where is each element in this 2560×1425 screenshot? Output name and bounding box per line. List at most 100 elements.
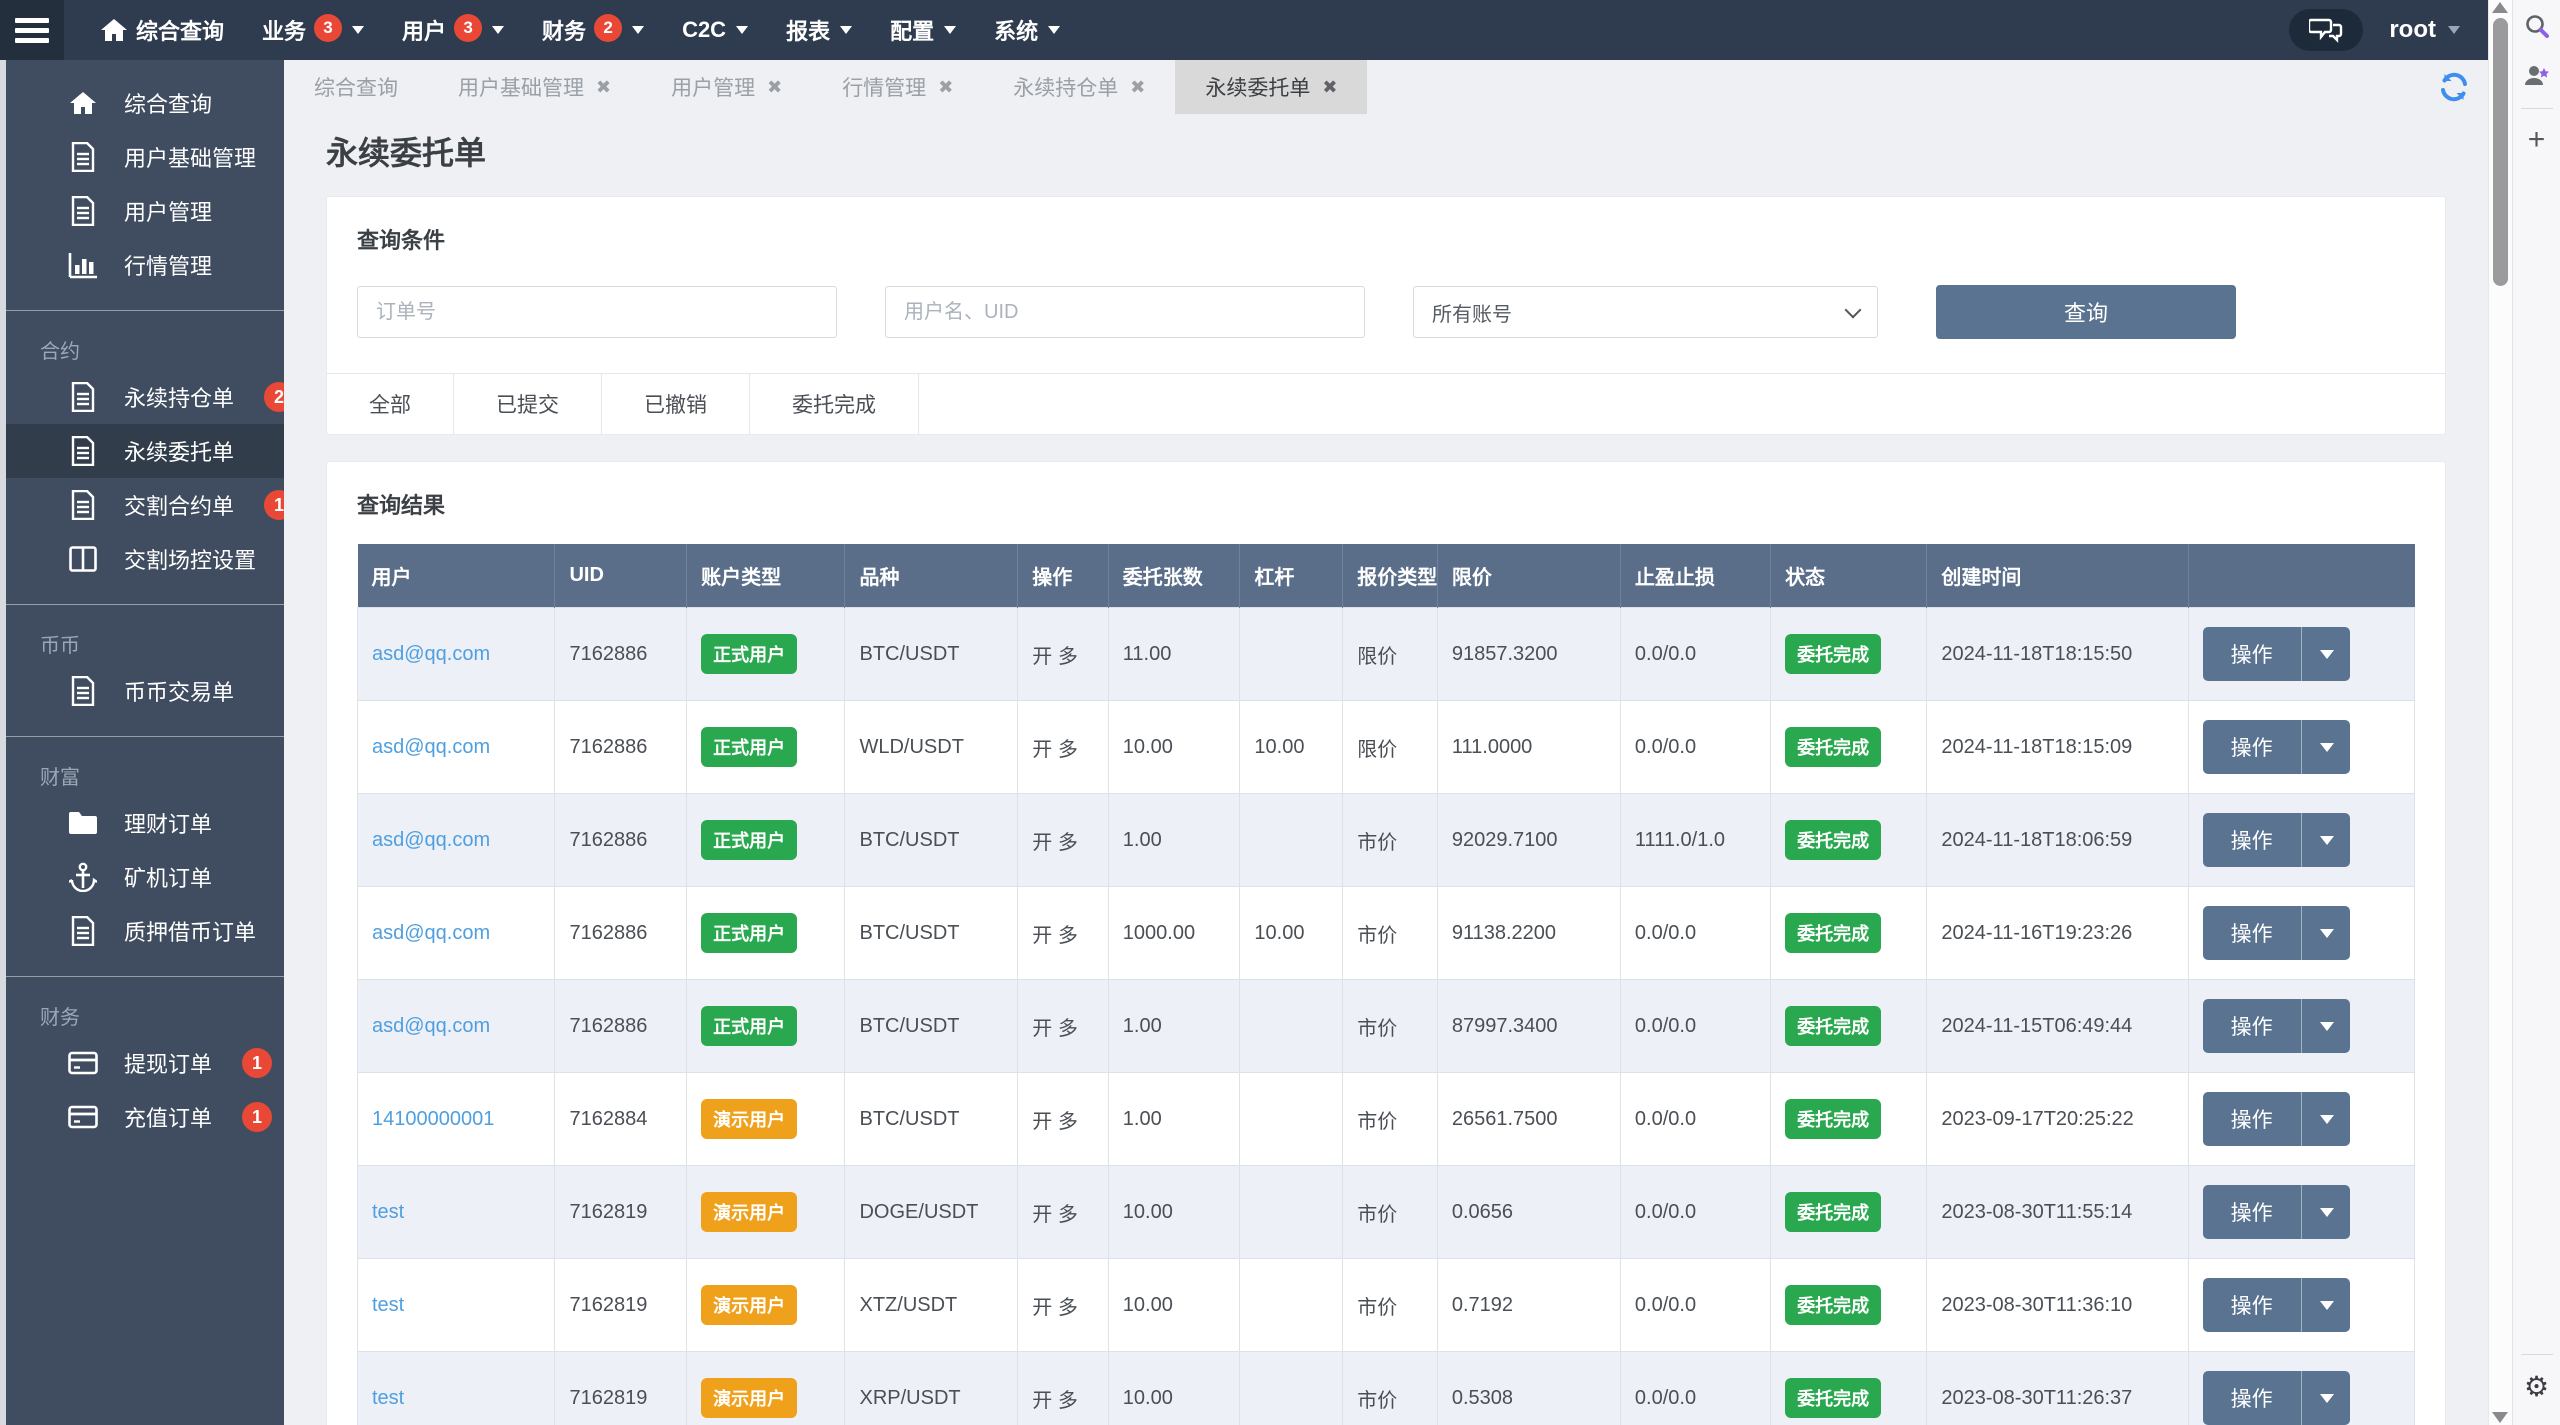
user-link[interactable]: asd@qq.com bbox=[372, 642, 491, 665]
top-navbar: 综合查询 业务 3 用户 3 财务 2 C2C 报表 配置 系统 root bbox=[0, 0, 2488, 60]
action-button[interactable]: 操作 bbox=[2202, 1278, 2350, 1332]
cell-status: 委托完成 bbox=[1770, 886, 1928, 980]
action-button-label[interactable]: 操作 bbox=[2230, 1202, 2273, 1225]
user-link[interactable]: test bbox=[372, 1200, 405, 1223]
sidebar-item-充值订单[interactable]: 充值订单 1 bbox=[6, 1090, 284, 1144]
action-button-label[interactable]: 操作 bbox=[2230, 923, 2273, 946]
action-button[interactable]: 操作 bbox=[2202, 999, 2350, 1053]
profiles-icon[interactable] bbox=[2520, 58, 2554, 92]
settings-gear-icon[interactable]: ⚙ bbox=[2523, 1370, 2550, 1402]
action-button-label[interactable]: 操作 bbox=[2230, 830, 2273, 853]
scroll-up-arrow-icon[interactable] bbox=[2492, 2, 2508, 13]
add-sidebar-item-button[interactable]: + bbox=[2520, 123, 2554, 157]
action-dropdown-toggle[interactable] bbox=[2300, 720, 2350, 774]
action-button-label[interactable]: 操作 bbox=[2230, 1388, 2273, 1411]
user-menu[interactable]: root bbox=[2389, 16, 2460, 44]
sidebar-item-交割合约单[interactable]: 交割合约单 1 bbox=[6, 478, 284, 532]
action-dropdown-toggle[interactable] bbox=[2300, 1092, 2350, 1146]
tab-综合查询[interactable]: 综合查询 bbox=[284, 60, 428, 114]
filter-tab-已撤销[interactable]: 已撤销 bbox=[602, 374, 750, 434]
scrollbar-thumb[interactable] bbox=[2493, 18, 2508, 286]
action-dropdown-toggle[interactable] bbox=[2300, 906, 2350, 960]
action-dropdown-toggle[interactable] bbox=[2300, 1185, 2350, 1239]
sidebar-item-质押借币订单[interactable]: 质押借币订单 bbox=[6, 904, 284, 958]
action-button-label[interactable]: 操作 bbox=[2230, 644, 2273, 667]
filter-tab-全部[interactable]: 全部 bbox=[327, 374, 454, 434]
action-button-label[interactable]: 操作 bbox=[2230, 1295, 2273, 1318]
action-button[interactable]: 操作 bbox=[2202, 813, 2350, 867]
account-type-badge: 正式用户 bbox=[701, 634, 798, 674]
tab-永续委托单[interactable]: 永续委托单 ✖ bbox=[1175, 60, 1368, 114]
filter-tab-已提交[interactable]: 已提交 bbox=[454, 374, 602, 434]
sidebar-item-理财订单[interactable]: 理财订单 bbox=[6, 796, 284, 850]
action-dropdown-toggle[interactable] bbox=[2300, 999, 2350, 1053]
user-link[interactable]: asd@qq.com bbox=[372, 828, 491, 851]
refresh-button[interactable] bbox=[2436, 60, 2488, 114]
scroll-down-arrow-icon[interactable] bbox=[2492, 1412, 2508, 1423]
search-icon[interactable] bbox=[2520, 10, 2554, 44]
sidebar-item-永续委托单[interactable]: 永续委托单 bbox=[6, 424, 284, 478]
action-button-label[interactable]: 操作 bbox=[2230, 1016, 2273, 1039]
filter-tab-委托完成[interactable]: 委托完成 bbox=[750, 374, 919, 434]
sidebar-item-提现订单[interactable]: 提现订单 1 bbox=[6, 1036, 284, 1090]
user-link[interactable]: test bbox=[372, 1293, 405, 1316]
notification-badge: 1 bbox=[264, 490, 284, 520]
action-button[interactable]: 操作 bbox=[2202, 1371, 2350, 1425]
tab-用户基础管理[interactable]: 用户基础管理 ✖ bbox=[428, 60, 641, 114]
action-button[interactable]: 操作 bbox=[2202, 906, 2350, 960]
tab-行情管理[interactable]: 行情管理 ✖ bbox=[812, 60, 983, 114]
nav-menu-3[interactable]: 用户 3 bbox=[402, 14, 505, 46]
column-header: 杠杆 bbox=[1239, 544, 1344, 608]
chevron-down-icon bbox=[2319, 928, 2334, 938]
nav-menu-5[interactable]: C2C bbox=[682, 17, 749, 43]
sidebar-toggle-button[interactable] bbox=[0, 0, 64, 60]
order-no-input[interactable] bbox=[357, 286, 837, 338]
nav-menu-1[interactable]: 综合查询 bbox=[100, 14, 224, 46]
cell-qty: 11.00 bbox=[1107, 607, 1241, 701]
nav-menu-4[interactable]: 财务 2 bbox=[542, 14, 645, 46]
sidebar-item-综合查询[interactable]: 综合查询 bbox=[6, 76, 284, 130]
close-icon[interactable]: ✖ bbox=[938, 76, 954, 97]
account-select[interactable]: 所有账号 bbox=[1413, 286, 1878, 338]
cell-uid: 7162819 bbox=[554, 1165, 688, 1259]
nav-menu-6[interactable]: 报表 bbox=[786, 14, 853, 46]
sidebar-item-交割场控设置[interactable]: 交割场控设置 bbox=[6, 532, 284, 586]
action-dropdown-toggle[interactable] bbox=[2300, 813, 2350, 867]
action-dropdown-toggle[interactable] bbox=[2300, 627, 2350, 681]
nav-menu-8[interactable]: 系统 bbox=[994, 14, 1061, 46]
action-button[interactable]: 操作 bbox=[2202, 627, 2350, 681]
action-dropdown-toggle[interactable] bbox=[2300, 1278, 2350, 1332]
action-button[interactable]: 操作 bbox=[2202, 720, 2350, 774]
sidebar-item-币币交易单[interactable]: 币币交易单 bbox=[6, 664, 284, 718]
chevron-down-icon bbox=[840, 26, 853, 34]
user-link[interactable]: asd@qq.com bbox=[372, 735, 491, 758]
action-button-label[interactable]: 操作 bbox=[2230, 1109, 2273, 1132]
search-button[interactable]: 查询 bbox=[1936, 285, 2236, 339]
action-button[interactable]: 操作 bbox=[2202, 1092, 2350, 1146]
cell-side: 开 多 bbox=[1017, 700, 1109, 794]
user-link[interactable]: asd@qq.com bbox=[372, 921, 491, 944]
sidebar-item-用户管理[interactable]: 用户管理 bbox=[6, 184, 284, 238]
page-scrollbar[interactable] bbox=[2488, 0, 2512, 1425]
chevron-down-icon bbox=[1048, 26, 1061, 34]
user-link[interactable]: 14100000001 bbox=[372, 1107, 495, 1130]
close-icon[interactable]: ✖ bbox=[1322, 76, 1338, 97]
close-icon[interactable]: ✖ bbox=[767, 76, 783, 97]
nav-menu-2[interactable]: 业务 3 bbox=[262, 14, 365, 46]
close-icon[interactable]: ✖ bbox=[596, 76, 612, 97]
action-dropdown-toggle[interactable] bbox=[2300, 1371, 2350, 1425]
nav-menu-7[interactable]: 配置 bbox=[890, 14, 957, 46]
sidebar-item-永续持仓单[interactable]: 永续持仓单 2 bbox=[6, 370, 284, 424]
close-icon[interactable]: ✖ bbox=[1130, 76, 1146, 97]
action-button[interactable]: 操作 bbox=[2202, 1185, 2350, 1239]
chat-button[interactable] bbox=[2289, 9, 2364, 51]
user-link[interactable]: asd@qq.com bbox=[372, 1014, 491, 1037]
tab-永续持仓单[interactable]: 永续持仓单 ✖ bbox=[983, 60, 1175, 114]
user-link[interactable]: test bbox=[372, 1386, 405, 1409]
action-button-label[interactable]: 操作 bbox=[2230, 737, 2273, 760]
sidebar-item-行情管理[interactable]: 行情管理 bbox=[6, 238, 284, 292]
sidebar-item-矿机订单[interactable]: 矿机订单 bbox=[6, 850, 284, 904]
sidebar-item-用户基础管理[interactable]: 用户基础管理 bbox=[6, 130, 284, 184]
username-uid-input[interactable] bbox=[885, 286, 1365, 338]
tab-用户管理[interactable]: 用户管理 ✖ bbox=[641, 60, 812, 114]
